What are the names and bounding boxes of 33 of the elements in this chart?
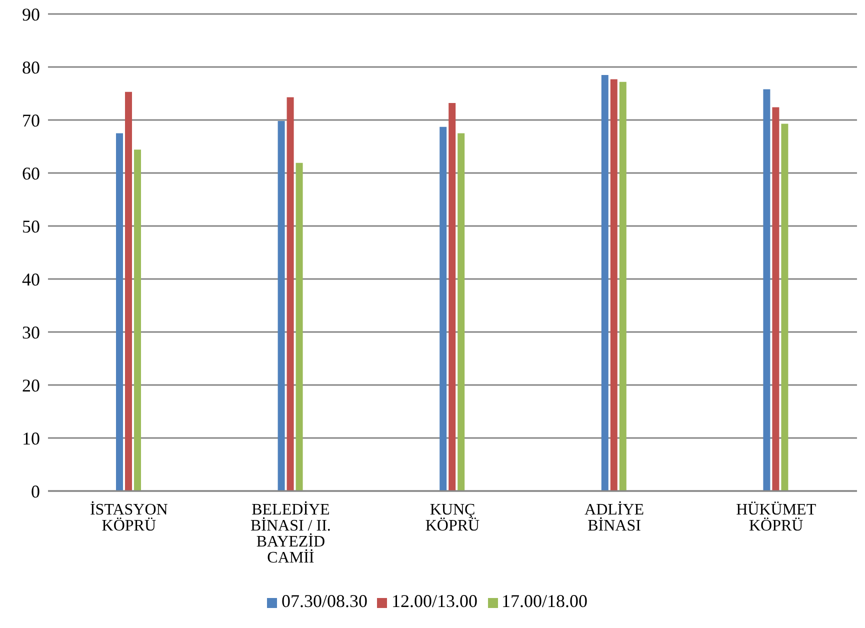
- y-tick-label: 60: [22, 163, 40, 184]
- y-tick-label: 90: [22, 4, 40, 24]
- legend-label: 17.00/18.00: [502, 591, 588, 611]
- x-tick-label: BELEDİYE BİNASI / II. BAYEZİD CAMİİ: [250, 500, 331, 566]
- bar: [116, 133, 123, 491]
- bar: [134, 150, 141, 491]
- bar: [763, 89, 770, 491]
- bar: [286, 97, 294, 491]
- y-tick-label: 10: [22, 428, 40, 448]
- bar: [296, 162, 303, 491]
- bar: [610, 79, 618, 491]
- y-tick-label: 50: [22, 216, 40, 236]
- bar: [772, 107, 780, 491]
- x-tick-label: KUNÇ KÖPRÜ: [425, 501, 480, 534]
- bar: [781, 124, 788, 491]
- bar: [619, 82, 626, 491]
- bar: [448, 103, 456, 491]
- bar: [278, 121, 285, 491]
- y-tick-label: 80: [22, 57, 40, 78]
- y-tick-label: 20: [22, 375, 40, 396]
- y-tick-label: 0: [31, 481, 40, 502]
- y-tick-label: 40: [22, 269, 40, 290]
- x-tick-label: İSTASYON KÖPRÜ: [90, 500, 168, 534]
- legend-label: 12.00/13.00: [391, 591, 478, 611]
- bar: [601, 74, 608, 491]
- x-tick-label: HÜKÜMET KÖPRÜ: [736, 501, 816, 534]
- bar: [125, 92, 132, 491]
- x-tick-label: ADLİYE BİNASI: [584, 500, 644, 534]
- y-tick-label: 30: [22, 322, 40, 342]
- y-tick-label: 70: [22, 110, 40, 130]
- legend-label: 07.30/08.30: [281, 591, 368, 611]
- bar: [458, 133, 465, 491]
- bar: [440, 126, 447, 491]
